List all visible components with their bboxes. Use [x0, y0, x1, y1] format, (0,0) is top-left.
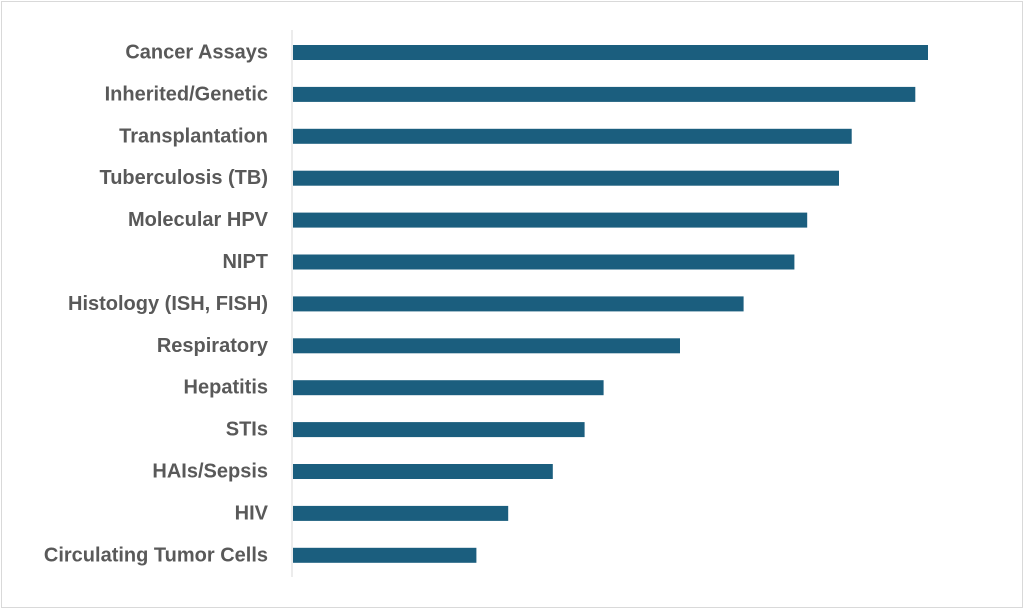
bar-8 — [293, 380, 604, 396]
category-label-0: Cancer Assays — [125, 42, 268, 64]
bar-9 — [293, 422, 585, 438]
bar-11 — [293, 505, 509, 521]
category-label-9: STIs — [226, 419, 268, 441]
category-label-4: Molecular HPV — [128, 209, 269, 231]
bar-6 — [293, 296, 744, 312]
category-label-5: NIPT — [222, 251, 268, 273]
bar-10 — [293, 464, 553, 479]
category-label-3: Tuberculosis (TB) — [99, 167, 268, 189]
bar-12 — [293, 547, 477, 563]
category-label-1: Inherited/Genetic — [105, 83, 268, 105]
category-label-7: Respiratory — [157, 335, 269, 357]
bar-3 — [293, 170, 839, 186]
category-label-10: HAIs/Sepsis — [152, 461, 268, 483]
category-label-8: Hepatitis — [184, 377, 268, 399]
bar-2 — [293, 128, 852, 144]
bar-4 — [293, 212, 808, 228]
category-label-11: HIV — [235, 502, 269, 524]
category-label-12: Circulating Tumor Cells — [44, 544, 268, 566]
category-label-6: Histology (ISH, FISH) — [68, 293, 268, 315]
category-labels-group: Cancer Assays Inherited/Genetic Transplant… — [44, 42, 269, 567]
bars-group — [293, 45, 928, 563]
bar-1 — [293, 86, 916, 102]
bar-5 — [293, 254, 795, 270]
bar-7 — [293, 338, 680, 354]
bar-0 — [293, 45, 928, 60]
category-label-2: Transplantation — [119, 125, 268, 147]
